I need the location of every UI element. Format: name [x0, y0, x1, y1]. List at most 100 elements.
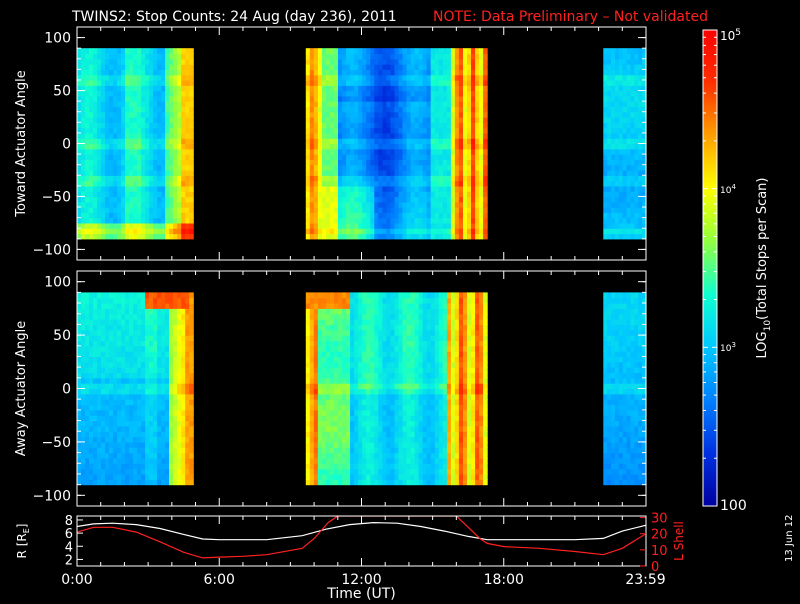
- heatmap-cell: [342, 298, 347, 304]
- heatmap-cell: [97, 340, 102, 346]
- heatmap-cell: [89, 59, 94, 65]
- heatmap-cell: [133, 373, 138, 379]
- heatmap-cell: [105, 186, 110, 192]
- heatmap-cell: [374, 479, 379, 485]
- heatmap-cell: [97, 292, 102, 298]
- heatmap-cell: [370, 144, 375, 150]
- heatmap-cell: [121, 138, 126, 144]
- heatmap-cell: [631, 186, 636, 192]
- heatmap-cell: [443, 96, 448, 102]
- heatmap-cell: [326, 112, 331, 118]
- heatmap-cell: [113, 394, 118, 400]
- heatmap-cell: [338, 218, 343, 224]
- heatmap-cell: [318, 453, 323, 459]
- heatmap-cell: [113, 324, 118, 330]
- heatmap-cell: [411, 117, 416, 123]
- heatmap-cell: [93, 122, 98, 128]
- heatmap-cell: [467, 181, 472, 187]
- heatmap-cell: [459, 64, 464, 70]
- heatmap-cell: [89, 133, 94, 139]
- heatmap-cell: [101, 362, 106, 368]
- heatmap-cell: [407, 228, 412, 234]
- heatmap-cell: [189, 144, 194, 150]
- heatmap-cell: [386, 191, 391, 197]
- heatmap-cell: [177, 463, 182, 469]
- heatmap-cell: [334, 228, 339, 234]
- heatmap-cell: [153, 442, 158, 448]
- heatmap-cell: [459, 91, 464, 97]
- heatmap-cell: [338, 106, 343, 112]
- heatmap-cell: [407, 223, 412, 229]
- heatmap-cell: [145, 340, 150, 346]
- heatmap-cell: [395, 165, 400, 171]
- heatmap-cell: [81, 59, 86, 65]
- heatmap-cell: [346, 207, 351, 213]
- heatmap-cell: [419, 122, 424, 128]
- heatmap-cell: [117, 447, 122, 453]
- heatmap-cell: [362, 234, 367, 240]
- heatmap-cell: [165, 346, 170, 352]
- heatmap-cell: [378, 308, 383, 314]
- heatmap-cell: [117, 91, 122, 97]
- heatmap-cell: [314, 212, 319, 218]
- heatmap-cell: [177, 234, 182, 240]
- heatmap-cell: [443, 159, 448, 165]
- heatmap-cell: [467, 138, 472, 144]
- heatmap-cell: [85, 394, 90, 400]
- heatmap-cell: [366, 101, 371, 107]
- heatmap-cell: [105, 319, 110, 325]
- heatmap-cell: [189, 165, 194, 171]
- heatmap-cell: [85, 159, 90, 165]
- heatmap-cell: [354, 405, 359, 411]
- heatmap-cell: [137, 202, 142, 208]
- heatmap-cell: [121, 228, 126, 234]
- heatmap-cell: [145, 234, 150, 240]
- heatmap-cell: [77, 399, 82, 405]
- heatmap-cell: [318, 314, 323, 320]
- heatmap-cell: [631, 48, 636, 54]
- heatmap-cell: [346, 165, 351, 171]
- heatmap-cell: [366, 212, 371, 218]
- heatmap-cell: [189, 75, 194, 81]
- heatmap-cell: [113, 431, 118, 437]
- heatmap-cell: [326, 106, 331, 112]
- heatmap-cell: [334, 340, 339, 346]
- heatmap-cell: [366, 96, 371, 102]
- heatmap-cell: [141, 346, 146, 352]
- chart-title: TWINS2: Stop Counts: 24 Aug (day 236), 2…: [71, 9, 397, 25]
- heatmap-cell: [318, 154, 323, 160]
- heatmap-cell: [326, 458, 331, 464]
- heatmap-cell: [607, 101, 612, 107]
- heatmap-cell: [89, 144, 94, 150]
- heatmap-cell: [382, 202, 387, 208]
- heatmap-cell: [310, 351, 315, 357]
- heatmap-cell: [374, 357, 379, 363]
- heatmap-cell: [161, 340, 166, 346]
- heatmap-cell: [314, 144, 319, 150]
- heatmap-cell: [133, 399, 138, 405]
- heatmap-cell: [395, 144, 400, 150]
- heatmap-cell: [346, 144, 351, 150]
- heatmap-cell: [117, 410, 122, 416]
- heatmap-cell: [161, 469, 166, 475]
- heatmap-cell: [129, 308, 134, 314]
- heatmap-cell: [411, 223, 416, 229]
- heatmap-cell: [483, 149, 488, 155]
- heatmap-cell: [419, 218, 424, 224]
- heatmap-cell: [399, 59, 404, 65]
- heatmap-cell: [157, 54, 162, 60]
- heatmap-cell: [611, 223, 616, 229]
- heatmap-cell: [603, 80, 608, 86]
- heatmap-cell: [330, 64, 335, 70]
- heatmap-cell: [354, 447, 359, 453]
- heatmap-cell: [141, 314, 146, 320]
- heatmap-cell: [342, 75, 347, 81]
- heatmap-cell: [310, 447, 315, 453]
- heatmap-cell: [386, 75, 391, 81]
- heatmap-cell: [113, 117, 118, 123]
- heatmap-cell: [129, 75, 134, 81]
- heatmap-cell: [177, 303, 182, 309]
- heatmap-cell: [362, 351, 367, 357]
- heatmap-cell: [314, 170, 319, 176]
- heatmap-cell: [427, 75, 432, 81]
